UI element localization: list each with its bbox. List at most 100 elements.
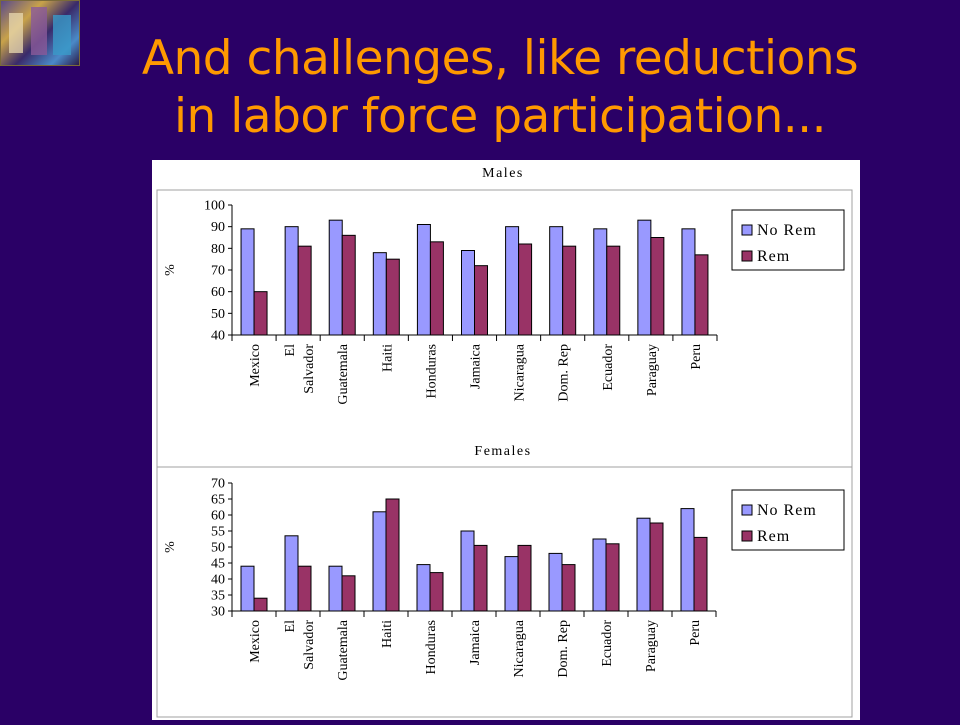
- males-category-label: Peru: [689, 344, 704, 370]
- males-y-tick-label: 50: [211, 307, 225, 322]
- category-label-line: Salvador: [302, 344, 317, 394]
- males-category-label: Honduras: [424, 344, 439, 398]
- females-category-label: Ecuador: [600, 620, 615, 667]
- females-y-tick-label: 65: [211, 493, 225, 508]
- category-label-line: Paraguay: [644, 620, 659, 672]
- category-label-line: Guatemala: [336, 343, 351, 404]
- category-label-line: Haiti: [380, 344, 395, 372]
- males-legend-label: No Rem: [757, 222, 817, 239]
- females-legend-label: Rem: [757, 528, 790, 545]
- females-category-label: Haiti: [380, 620, 395, 648]
- category-label-line: Mexico: [248, 344, 263, 387]
- females-category-label: Jamaica: [468, 619, 483, 665]
- females-bar-rem: [473, 544, 488, 612]
- category-label-line: Ecuador: [600, 620, 615, 667]
- females-category-label: Guatemala: [336, 619, 351, 680]
- title-line-1: And challenges, like reductions: [141, 31, 859, 86]
- females-y-axis-label: %: [163, 541, 178, 553]
- males-y-tick-label: 40: [211, 329, 225, 344]
- category-label-line: El: [283, 620, 298, 633]
- category-label-line: Dom. Rep: [556, 620, 571, 678]
- females-bar-no-rem: [284, 535, 299, 612]
- females-legend-swatch: [741, 530, 753, 542]
- males-bar-rem: [429, 241, 444, 336]
- category-label-line: Paraguay: [645, 344, 660, 396]
- males-bar-no-rem: [593, 228, 608, 336]
- females-bar-rem: [649, 522, 664, 612]
- males-category-label: Guatemala: [336, 343, 351, 404]
- females-bar-rem: [693, 536, 708, 612]
- males-bar-no-rem: [240, 228, 255, 336]
- males-bar-no-rem: [461, 250, 475, 336]
- females-y-tick-label: 50: [211, 541, 225, 556]
- category-label-line: Nicaragua: [512, 619, 527, 677]
- females-bar-rem: [517, 544, 532, 612]
- category-label-line: Mexico: [248, 620, 263, 663]
- females-bar-rem: [341, 575, 356, 612]
- males-y-tick-label: 70: [211, 264, 225, 279]
- males-bar-rem: [650, 237, 665, 336]
- males-bar-rem: [385, 258, 400, 336]
- category-label-line: Peru: [688, 620, 703, 646]
- females-bar-no-rem: [592, 538, 607, 612]
- males-category-label: Paraguay: [645, 344, 660, 396]
- males-legend-swatch: [741, 250, 753, 262]
- females-y-tick-label: 55: [211, 525, 225, 540]
- females-bar-no-rem: [504, 556, 519, 612]
- females-y-tick-label: 40: [211, 573, 225, 588]
- females-y-tick-label: 70: [211, 477, 225, 492]
- females-category-label: El Salvador: [283, 620, 317, 670]
- females-bar-no-rem: [240, 565, 255, 612]
- females-bar-rem: [385, 498, 400, 612]
- females-bar-no-rem: [372, 511, 387, 612]
- category-label-line: Ecuador: [601, 344, 616, 391]
- category-label-line: Peru: [689, 344, 704, 370]
- males-bar-no-rem: [328, 219, 343, 336]
- females-category-label: Honduras: [424, 620, 439, 674]
- males-y-tick-label: 100: [204, 199, 225, 214]
- category-label-line: Jamaica: [469, 343, 484, 389]
- logo-image: [0, 0, 80, 66]
- males-y-tick-label: 60: [211, 285, 225, 300]
- females-y-tick-label: 30: [211, 605, 225, 620]
- charts-svg: Males 40 50 60 70 80 90 100% Mexico El Salvador Gu…: [156, 166, 853, 718]
- males-category-label: Dom. Rep: [557, 344, 572, 402]
- males-bar-rem: [474, 265, 488, 336]
- category-label-line: Jamaica: [468, 619, 483, 665]
- males-category-label: Haiti: [380, 344, 395, 372]
- females-y-tick-label: 35: [211, 589, 225, 604]
- females-bar-no-rem: [548, 552, 563, 612]
- males-category-label: Jamaica: [469, 343, 484, 389]
- females-category-label: Paraguay: [644, 620, 659, 672]
- males-chart: 40 50 60 70 80 90 100% Mexico El Salvador Guatemal…: [163, 199, 845, 405]
- category-label-line: El: [283, 344, 298, 357]
- males-bar-no-rem: [681, 228, 696, 336]
- females-bar-no-rem: [680, 508, 695, 612]
- males-chart-title: Males: [482, 166, 524, 181]
- males-bar-rem: [297, 245, 312, 336]
- males-legend-swatch: [741, 224, 753, 236]
- females-category-label: Peru: [688, 620, 703, 646]
- males-y-axis-label: %: [163, 264, 178, 276]
- slide-title: And challenges, like reductions in labor…: [60, 30, 940, 146]
- females-bar-rem: [561, 564, 576, 612]
- males-bar-rem: [606, 245, 621, 336]
- males-bar-no-rem: [372, 252, 387, 336]
- females-bar-rem: [253, 597, 268, 612]
- category-label-line: Salvador: [302, 620, 317, 670]
- females-legend-label: No Rem: [757, 502, 817, 519]
- males-bar-no-rem: [549, 226, 564, 336]
- category-label-line: Guatemala: [336, 619, 351, 680]
- males-bar-rem: [341, 234, 356, 336]
- females-category-label: Dom. Rep: [556, 620, 571, 678]
- males-bar-rem: [694, 254, 709, 336]
- males-bar-rem: [253, 291, 268, 336]
- males-category-label: El Salvador: [283, 344, 317, 394]
- category-label-line: Honduras: [424, 620, 439, 674]
- females-bar-rem: [429, 572, 444, 612]
- category-label-line: Honduras: [424, 344, 439, 398]
- males-y-tick-label: 80: [211, 242, 225, 257]
- females-bar-no-rem: [416, 564, 431, 612]
- females-bar-no-rem: [328, 565, 343, 612]
